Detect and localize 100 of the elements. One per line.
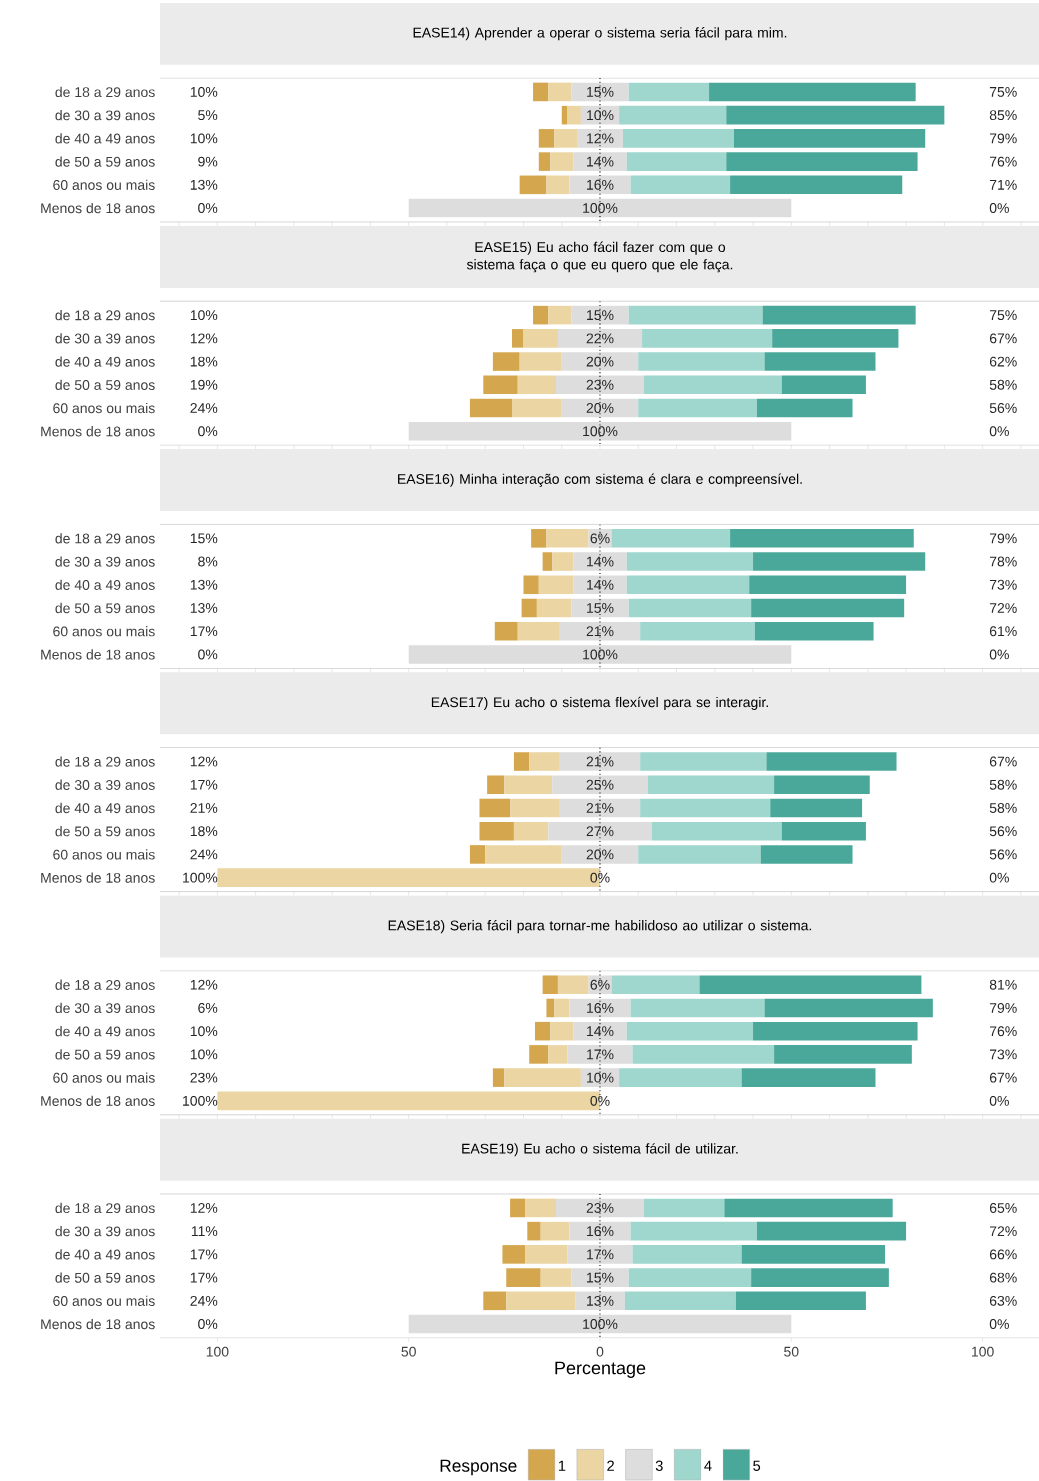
- annotation: 75%: [989, 310, 1017, 321]
- annotation: 0%: [590, 872, 610, 883]
- bar: [548, 1045, 568, 1064]
- annotation: 71%: [989, 179, 1017, 190]
- bar: [504, 1068, 581, 1087]
- bar: [523, 575, 539, 595]
- annotation: 15%: [587, 603, 614, 613]
- annotation: 17%: [587, 1249, 614, 1260]
- y-tick-label: Menos de 18 anos: [41, 649, 155, 660]
- bar: [487, 775, 505, 795]
- y-tick-label: de 30 a 39 anos: [55, 1002, 155, 1014]
- y-tick-label: Menos de 18 anos: [41, 1095, 155, 1106]
- annotation: 0%: [989, 203, 1009, 214]
- annotation: 23%: [190, 1072, 218, 1083]
- bar: [626, 575, 750, 595]
- bar: [751, 598, 905, 618]
- bar: [519, 175, 547, 195]
- y-tick-label: 60 anos ou mais: [53, 402, 155, 414]
- bar: [632, 1245, 742, 1264]
- annotation: 78%: [989, 556, 1017, 567]
- chart-title: EASE16) Minha interação com sistema é clara e compreensível.: [398, 473, 802, 487]
- bar: [536, 598, 572, 618]
- annotation: 17%: [190, 1249, 218, 1260]
- bar: [567, 105, 581, 125]
- y-tick-label: Menos de 18 anos: [41, 1318, 155, 1330]
- bar: [492, 1068, 505, 1087]
- bar: [638, 398, 757, 418]
- annotation: 79%: [989, 1003, 1017, 1013]
- bar: [483, 375, 518, 395]
- bar: [546, 175, 570, 195]
- bar: [469, 845, 486, 864]
- annotation: 72%: [989, 603, 1017, 613]
- annotation: 12%: [587, 133, 614, 144]
- annotation: 0%: [198, 203, 218, 214]
- annotation: 14%: [587, 579, 614, 590]
- bar: [733, 129, 926, 148]
- y-tick-label: de 18 a 29 anos: [55, 1202, 155, 1214]
- x-tick-label: 50: [784, 1346, 799, 1357]
- annotation: 15%: [587, 87, 614, 97]
- bar: [772, 329, 899, 348]
- bar: [552, 552, 574, 571]
- legend-label: 4: [704, 1460, 712, 1471]
- bar: [408, 1314, 792, 1334]
- annotation: 21%: [586, 626, 614, 637]
- bar: [642, 329, 773, 348]
- annotation: 12%: [190, 979, 218, 990]
- annotation: 6%: [198, 1003, 218, 1013]
- y-tick-label: de 18 a 29 anos: [55, 86, 155, 98]
- bar: [408, 645, 792, 664]
- bar: [628, 305, 763, 325]
- bar: [548, 82, 572, 102]
- y-tick-label: 60 anos ou mais: [53, 1295, 155, 1306]
- bar: [735, 1291, 866, 1311]
- bar: [517, 621, 560, 641]
- annotation: 25%: [586, 779, 614, 790]
- y-tick-label: de 50 a 59 anos: [55, 826, 155, 837]
- bar: [770, 798, 863, 818]
- bar: [506, 1268, 541, 1287]
- y-tick-label: de 30 a 39 anos: [55, 333, 155, 344]
- y-tick-label: de 18 a 29 anos: [55, 533, 155, 544]
- bar: [561, 352, 639, 371]
- annotation: 16%: [587, 1003, 614, 1013]
- bar: [730, 529, 914, 548]
- annotation: 13%: [190, 179, 218, 190]
- annotation: 12%: [190, 1203, 218, 1213]
- bar: [611, 529, 731, 548]
- annotation: 16%: [587, 179, 614, 190]
- bar: [557, 975, 589, 995]
- chart-title: EASE19) Eu acho o sistema fácil de utilizar.: [462, 1143, 738, 1157]
- y-tick-label: de 30 a 39 anos: [55, 779, 155, 790]
- annotation: 6%: [590, 533, 610, 544]
- bar: [479, 798, 511, 818]
- annotation: 75%: [989, 87, 1017, 97]
- bar: [546, 529, 589, 548]
- annotation: 0%: [989, 872, 1009, 883]
- bar: [513, 752, 530, 771]
- bar: [699, 975, 922, 995]
- annotation: 11%: [191, 1226, 218, 1237]
- y-tick-label: de 30 a 39 anos: [55, 110, 155, 121]
- bar: [756, 398, 853, 418]
- annotation: 67%: [989, 756, 1017, 767]
- bar: [533, 305, 549, 325]
- bar: [781, 375, 866, 395]
- y-tick-label: 60 anos ou mais: [53, 626, 155, 637]
- bar: [756, 1221, 907, 1241]
- annotation: 56%: [989, 826, 1017, 837]
- bar: [632, 1045, 775, 1064]
- y-tick-label: de 50 a 59 anos: [55, 379, 155, 390]
- annotation: 0%: [198, 426, 218, 437]
- bar: [517, 375, 556, 395]
- annotation: 15%: [587, 1272, 614, 1283]
- annotation: 24%: [190, 849, 218, 860]
- chart-title: EASE15) Eu acho fácil fazer com que o sistema faça o que eu quero que ele faça.: [466, 241, 733, 273]
- chart-title: EASE17) Eu acho o sistema flexível para se interagir.: [431, 696, 768, 710]
- annotation: 10%: [190, 133, 218, 144]
- bar: [651, 821, 782, 841]
- bar: [762, 305, 916, 325]
- y-tick-label: de 50 a 59 anos: [55, 602, 155, 614]
- annotation: 100%: [183, 872, 218, 883]
- annotation: 76%: [989, 156, 1017, 167]
